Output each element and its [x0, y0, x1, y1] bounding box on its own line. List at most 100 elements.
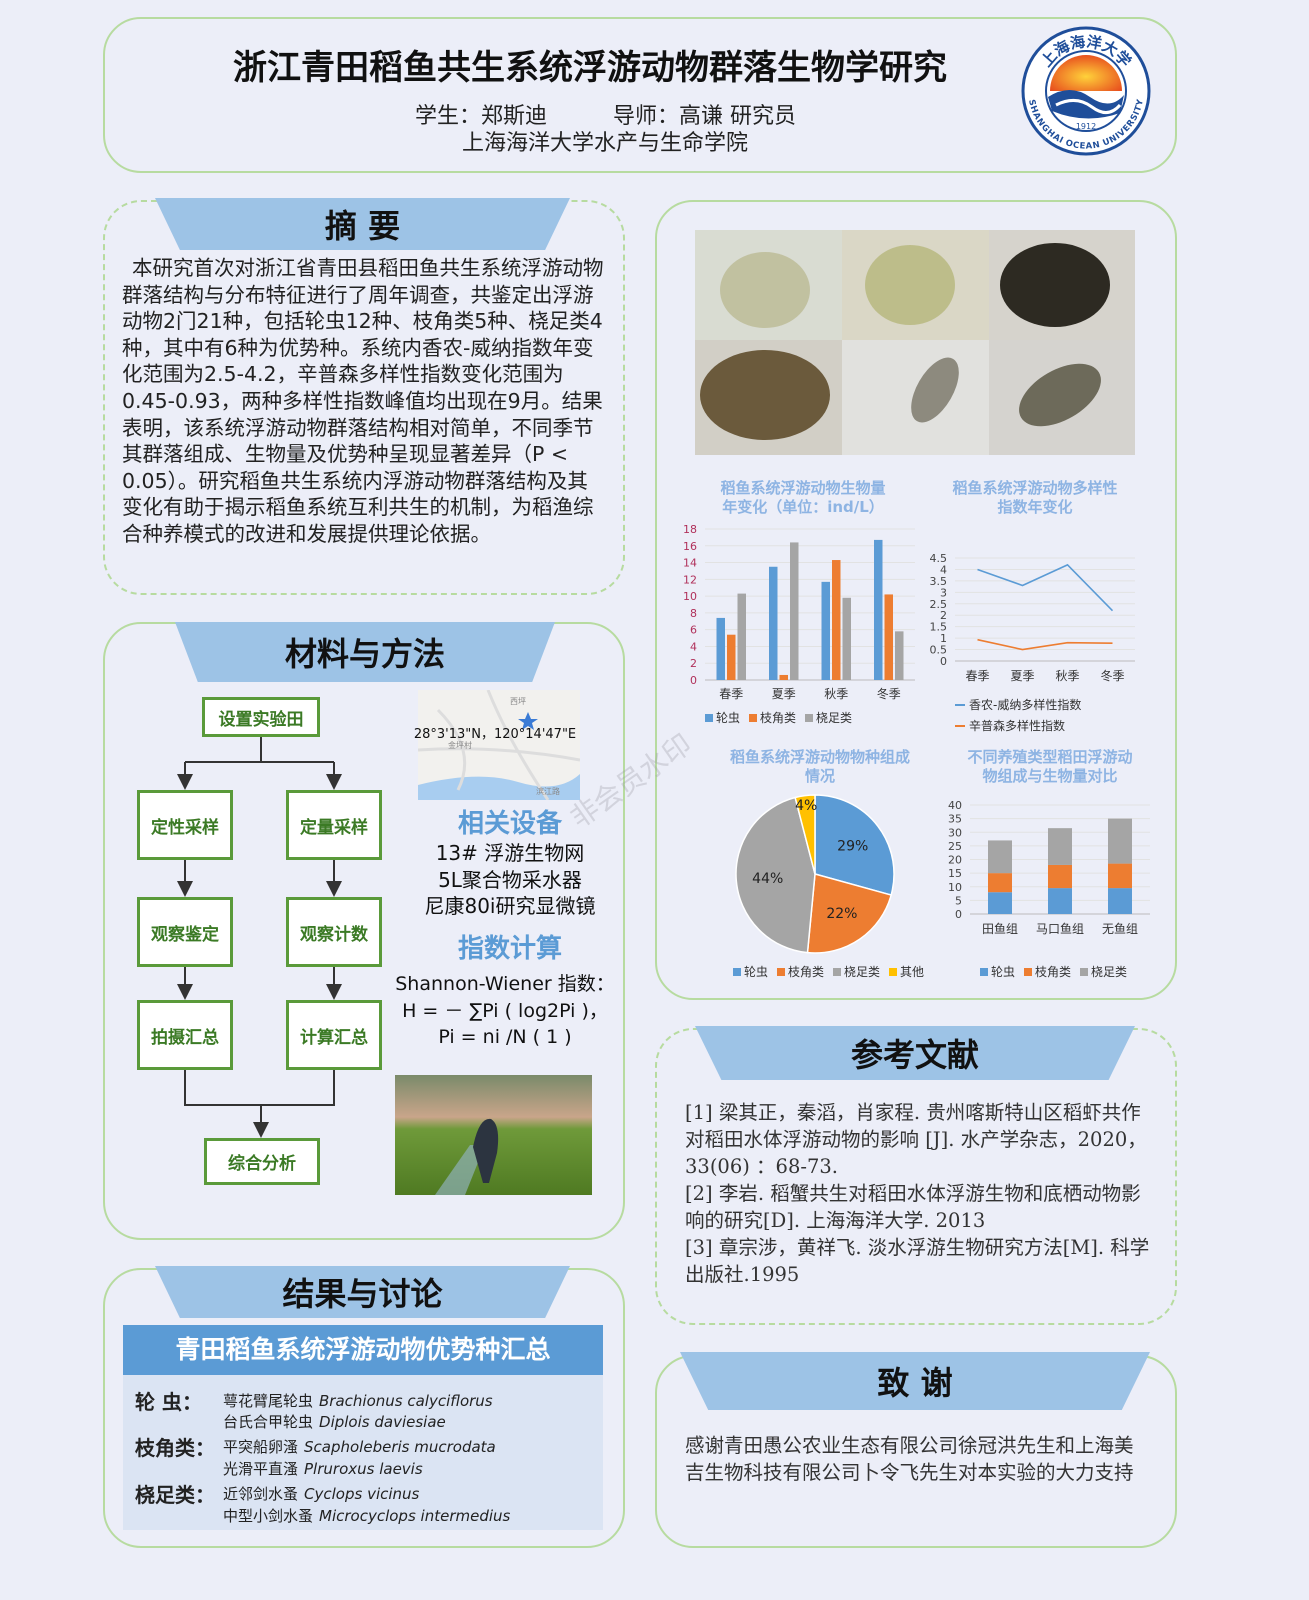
flow-node: 拍摄汇总: [137, 1000, 233, 1070]
y-tick-label: 4.5: [930, 552, 948, 565]
bar: [737, 593, 746, 680]
flow-node: 定量采样: [286, 790, 382, 860]
legend-swatch: [833, 968, 841, 976]
legend-label: 枝角类: [788, 964, 824, 979]
subheading: 相关设备: [457, 809, 562, 839]
reference: [1] 梁其正，秦滔，肖家程. 贵州喀斯特山区稻虾共作对稻田水体浮游动物的影响 …: [685, 1101, 1147, 1178]
legend-swatch: [777, 968, 785, 976]
x-tick-label: 田鱼组: [982, 922, 1018, 936]
chart-title: 稻鱼系统浮游动物生物量: [720, 479, 885, 497]
header-panel: [103, 17, 1177, 173]
table-title: 青田稻鱼系统浮游动物优势种汇总: [123, 1325, 603, 1375]
y-tick-label: 16: [683, 540, 697, 553]
species-cn: 光滑平直溞: [223, 1460, 299, 1478]
y-tick-label: 1: [940, 632, 947, 645]
legend-label: 轮虫: [716, 711, 740, 725]
species-cn: 萼花臂尾轮虫: [223, 1392, 314, 1410]
y-tick-label: 0.5: [930, 644, 948, 657]
x-tick-label: 马口鱼组: [1036, 922, 1084, 936]
x-tick-label: 春季: [965, 669, 989, 683]
formula: Shannon-Wiener 指数： H = － ∑Pi ( log2Pi )，…: [385, 971, 625, 1051]
bar: [769, 566, 778, 680]
bar-segment: [1048, 828, 1072, 865]
legend-swatch: [1024, 968, 1032, 976]
x-tick-label: 冬季: [1100, 668, 1124, 683]
bar: [727, 634, 736, 680]
legend-label: 枝角类: [1035, 964, 1071, 979]
map-label: 金坪村: [448, 740, 472, 750]
bar-segment: [1048, 864, 1072, 889]
y-tick-label: 3: [940, 586, 947, 599]
species-cn: 中型小剑水蚤: [223, 1507, 314, 1525]
group-name: 桡足类：: [135, 1483, 215, 1507]
bar: [716, 617, 725, 680]
flow-node: 计算汇总: [286, 1000, 382, 1070]
equipment-item: 尼康80i研究显微镜: [424, 894, 596, 918]
equipment-item: 5L聚合物采水器: [438, 867, 582, 892]
x-tick-label: 冬季: [877, 686, 901, 701]
flow-node: 定性采样: [137, 790, 233, 860]
pie-label: 44%: [752, 871, 783, 887]
pie-label: 4%: [795, 798, 817, 814]
legend-label: 桡足类: [816, 710, 852, 725]
bar-segment: [1048, 888, 1072, 914]
map: 西坪 金坪村 滨江路: [418, 690, 580, 800]
y-tick-label: 0: [955, 908, 962, 921]
y-tick-label: 2: [940, 609, 947, 622]
bar: [895, 631, 904, 680]
section-heading: 材料与方法: [175, 622, 555, 682]
legend-swatch: [1080, 968, 1088, 976]
y-tick-label: 6: [690, 624, 697, 637]
legend-swatch: [705, 714, 713, 722]
section-heading: 摘 要: [155, 198, 570, 250]
y-tick-label: 5: [955, 894, 962, 907]
species: 中型小剑水蚤 Microcyclops intermedius: [223, 1505, 510, 1526]
chart-title: 稻鱼系统浮游动物多样性: [952, 479, 1117, 497]
group-name: 轮 虫：: [135, 1390, 202, 1414]
pie-slice: [806, 873, 893, 954]
x-tick-label: 夏季: [1010, 669, 1034, 683]
legend-swatch: [889, 968, 897, 976]
species-latin: Plruroxus laevis: [304, 1460, 423, 1478]
y-tick-label: 4: [690, 640, 697, 653]
chart-title: 情况: [805, 767, 835, 785]
equipment-list: 13# 浮游生物网 5L聚合物采水器 尼康80i研究显微镜: [395, 840, 625, 920]
flow-node: 综合分析: [204, 1138, 320, 1185]
legend-swatch: [980, 968, 988, 976]
y-tick-label: 1.5: [930, 621, 948, 634]
y-tick-label: 40: [948, 799, 962, 812]
pie-slice: [794, 794, 816, 875]
y-tick-label: 12: [683, 573, 697, 586]
y-tick-label: 20: [948, 854, 962, 867]
chart-title: 指数年变化: [997, 498, 1072, 516]
pie-label: 22%: [826, 906, 857, 922]
references-list: [1] 梁其正，秦滔，肖家程. 贵州喀斯特山区稻虾共作对稻田水体浮游动物的影响 …: [685, 1099, 1150, 1288]
affiliation: 上海海洋大学水产与生命学院: [461, 131, 748, 156]
line: [977, 563, 1114, 612]
reference: [2] 李岩. 稻蟹共生对稻田水体浮游生物和底栖动物影响的研究[D]. 上海海洋…: [685, 1182, 1141, 1232]
formula-line: Pi = ni /N ( 1 ): [438, 1026, 572, 1048]
bar-segment: [988, 892, 1012, 914]
bar: [842, 597, 851, 680]
logo-year: 1912: [1076, 122, 1096, 131]
legend-label: 轮虫: [991, 965, 1015, 979]
x-tick-label: 秋季: [824, 687, 848, 701]
chart-title: 不同养殖类型稻田浮游动: [967, 748, 1132, 766]
reference: [3] 章宗涉，黄祥飞. 淡水浮游生物研究方法[M]. 科学出版社.1995: [685, 1236, 1150, 1286]
chart-title: 物组成与生物量对比: [982, 767, 1117, 785]
species: 光滑平直溞 Plruroxus laevis: [223, 1458, 423, 1479]
legend-label: 其他: [900, 965, 924, 979]
legend-swatch: [805, 714, 813, 722]
bar: [821, 581, 830, 680]
species-cn: 近邻剑水蚤: [223, 1485, 299, 1503]
bar-segment: [988, 873, 1012, 893]
species-latin: Diplois daviesiae: [319, 1413, 446, 1431]
y-tick-label: 2: [690, 657, 697, 670]
y-tick-label: 35: [948, 813, 962, 826]
x-tick-label: 夏季: [772, 687, 796, 701]
equipment-item: 13# 浮游生物网: [435, 841, 585, 865]
logo: 上海海洋大学 SHANGHAI OCEAN UNIVERSITY 1912: [1021, 26, 1151, 156]
bar: [790, 542, 799, 680]
section-heading: 结果与讨论: [155, 1266, 570, 1318]
legend-swatch: [749, 714, 757, 722]
